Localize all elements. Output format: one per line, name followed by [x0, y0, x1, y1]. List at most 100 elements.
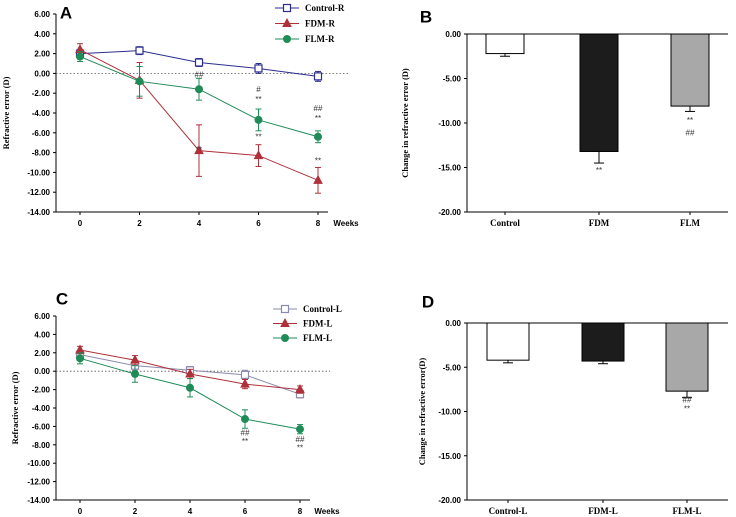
y-axis-label: Refractive error (D) — [10, 371, 20, 444]
y-tick-label: 4.00 — [34, 330, 50, 339]
y-tick-label: -14.00 — [27, 496, 50, 505]
category-label: FLM-L — [673, 506, 702, 516]
y-tick-label: -14.00 — [27, 208, 50, 217]
x-tick-label: 0 — [78, 219, 83, 228]
legend-label: Control-R — [305, 3, 345, 13]
legend-entry: Control-R — [275, 3, 345, 13]
legend-marker — [280, 317, 290, 327]
category-label: FDM — [589, 218, 610, 228]
y-tick-label: -15.00 — [438, 164, 461, 173]
y-axis-label: Change in refractive error (D) — [400, 68, 410, 178]
data-point — [240, 370, 250, 379]
data-point — [241, 415, 249, 424]
series-FDM-R — [75, 43, 323, 194]
y-tick-label: 2.00 — [34, 349, 50, 358]
y-tick-label: -5.00 — [443, 363, 462, 372]
data-point — [135, 77, 144, 86]
category-label: FDM-L — [588, 506, 618, 516]
y-tick-label: -12.00 — [27, 188, 50, 197]
y-tick-label: -6.00 — [32, 129, 51, 138]
significance-mark: ** — [315, 156, 321, 165]
chart-panel-D: D 0.00 -5.00 -10.00 -15.00 -20.00 Change in re… — [417, 292, 728, 516]
data-point — [135, 46, 144, 55]
legend-marker — [280, 304, 290, 314]
legend-entry: FLM-L — [273, 333, 332, 343]
data-point — [313, 72, 323, 81]
x-tick-label: 0 — [78, 507, 83, 516]
y-axis-label: Refractive error (D) — [1, 76, 11, 149]
legend-marker — [282, 17, 292, 27]
y-tick-label: 6.00 — [34, 10, 50, 19]
significance-mark: ** — [242, 437, 248, 446]
bar-FDM-L — [581, 322, 625, 362]
chart-panel-B: B 0.00 -5.00 -10.00 -15.00 -20.00 Change in re… — [400, 7, 728, 228]
chart-panel-C: C 6.00 4.00 2.00 0.00 -2.00 -4.00 -6.00 -8.00 -10… — [10, 289, 342, 516]
y-tick-label: -5.00 — [443, 75, 462, 84]
y-axis-label: Change in refractive error(D) — [417, 358, 427, 466]
y-tick-label: -20.00 — [438, 208, 461, 217]
y-tick-label: 6.00 — [34, 312, 50, 321]
y-tick-label: -8.00 — [32, 441, 51, 450]
data-point — [254, 115, 263, 124]
legend-marker — [283, 35, 291, 43]
legend-entry: Control-L — [273, 304, 342, 314]
legend-entry: FDM-L — [273, 317, 333, 329]
panel-label: B — [420, 7, 432, 26]
panel-label: C — [56, 289, 68, 308]
y-tick-label: -6.00 — [32, 422, 51, 431]
significance-mark: ** — [196, 146, 202, 155]
data-point — [296, 425, 304, 434]
series-FLM-L — [76, 352, 304, 435]
data-point — [194, 145, 204, 155]
x-tick-label: 6 — [243, 507, 248, 516]
x-tick-label: 8 — [316, 219, 321, 228]
data-point — [185, 368, 195, 378]
legend-entry: FLM-R — [275, 34, 335, 44]
significance-mark: ## — [296, 435, 305, 444]
x-tick-label: 4 — [188, 507, 193, 516]
y-tick-label: -2.00 — [32, 89, 51, 98]
significance-mark: ** — [255, 133, 261, 142]
significance-mark: ** — [297, 443, 303, 452]
y-tick-label: -2.00 — [32, 386, 51, 395]
bar-Control — [485, 33, 525, 55]
y-tick-label: -10.00 — [27, 459, 50, 468]
y-tick-label: 4.00 — [34, 30, 50, 39]
significance-mark: ## — [241, 429, 250, 438]
y-tick-label: -4.00 — [32, 109, 51, 118]
data-point — [76, 354, 84, 363]
y-tick-label: -10.00 — [27, 168, 50, 177]
data-point — [76, 52, 84, 61]
x-tick-label: 6 — [256, 219, 261, 228]
significance-mark: ** — [255, 95, 261, 104]
x-tick-label: 8 — [298, 507, 303, 516]
bar-Control-L — [486, 322, 530, 361]
significance-mark: ## — [686, 128, 695, 137]
legend-entry: FDM-R — [275, 17, 335, 29]
bar-FLM-L — [665, 322, 709, 392]
y-tick-label: -8.00 — [32, 149, 51, 158]
y-tick-label: -10.00 — [438, 119, 461, 128]
significance-mark: ## — [314, 104, 323, 113]
panel-label: A — [60, 3, 72, 22]
y-tick-label: 0.00 — [34, 367, 50, 376]
data-point — [186, 383, 194, 392]
y-tick-label: -15.00 — [438, 452, 461, 461]
panel-label: D — [422, 292, 434, 311]
significance-mark: ** — [684, 405, 690, 414]
series-FDM-L — [75, 344, 305, 394]
x-axis-label: Weeks — [333, 219, 359, 228]
category-label: Control-L — [489, 506, 528, 516]
legend-label: FDM-R — [305, 19, 335, 29]
legend-marker — [281, 334, 289, 342]
data-point — [130, 354, 140, 364]
legend-label: FLM-R — [305, 34, 335, 44]
x-tick-label: 2 — [137, 219, 142, 228]
y-tick-label: 0.00 — [34, 69, 50, 78]
significance-mark: ## — [195, 70, 204, 79]
y-tick-label: -20.00 — [438, 496, 461, 505]
data-point — [195, 85, 203, 94]
y-tick-label: 2.00 — [34, 50, 50, 59]
bar-FDM — [579, 33, 619, 152]
